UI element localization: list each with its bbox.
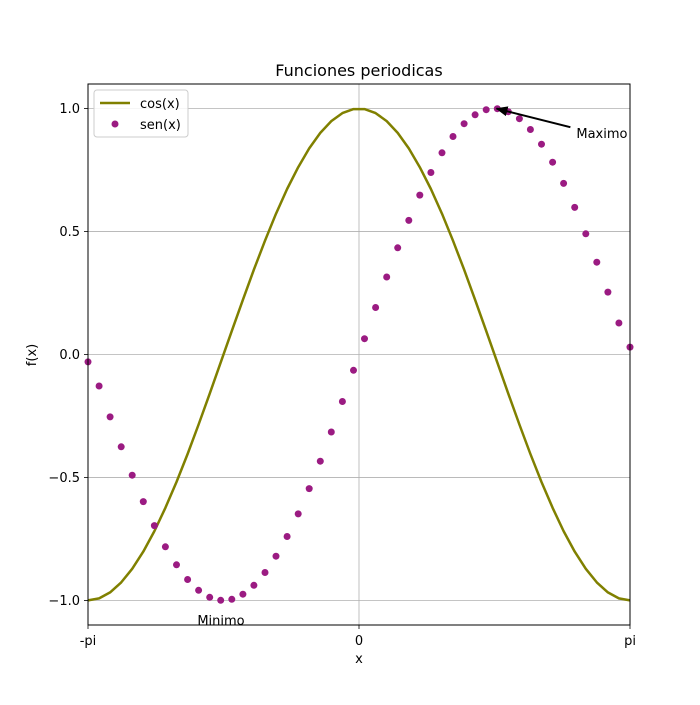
data-point — [604, 288, 612, 296]
legend-marker-swatch — [111, 120, 119, 128]
data-point — [294, 510, 302, 518]
data-point — [560, 179, 568, 187]
data-point — [195, 586, 203, 594]
data-point — [106, 413, 114, 421]
y-tick-label: −0.5 — [48, 471, 80, 486]
annotations: Maximo Minimo — [197, 106, 628, 629]
data-point — [350, 366, 357, 374]
data-point — [239, 590, 247, 598]
y-tick-label: 0.5 — [59, 225, 80, 240]
series-layer — [84, 105, 634, 604]
data-point — [372, 304, 380, 311]
y-axis-label: f(x) — [25, 344, 40, 366]
data-point — [184, 576, 192, 583]
data-point — [438, 149, 446, 157]
data-point — [427, 169, 435, 176]
data-point — [361, 335, 368, 343]
data-point — [471, 111, 479, 119]
x-tick-label: -pi — [80, 634, 97, 649]
data-point — [139, 498, 147, 506]
data-point — [416, 191, 424, 199]
data-point — [549, 158, 557, 166]
x-axis-label: x — [355, 652, 363, 667]
data-point — [383, 273, 391, 281]
data-point — [161, 543, 169, 551]
data-point — [571, 203, 579, 211]
data-point — [482, 106, 490, 114]
legend-label-sen: sen(x) — [140, 118, 181, 133]
data-point — [217, 596, 225, 604]
data-point — [272, 552, 280, 560]
x-tick-label: 0 — [355, 634, 363, 649]
data-point — [593, 258, 601, 266]
data-point — [117, 443, 125, 451]
annotation-label: Minimo — [197, 614, 244, 629]
annotation-label: Maximo — [576, 127, 627, 142]
data-point — [316, 457, 324, 465]
y-tick-label: 1.0 — [59, 102, 80, 117]
legend: cos(x) sen(x) — [93, 89, 189, 138]
y-axis-ticks: −1.0 −0.5 0.0 0.5 1.0 — [48, 102, 88, 609]
series-line-0 — [87, 107, 631, 602]
data-point — [338, 398, 346, 405]
data-point — [206, 593, 214, 601]
chart-title: Funciones periodicas — [275, 61, 442, 80]
data-point — [283, 533, 291, 540]
data-point — [305, 485, 313, 493]
data-point — [128, 471, 136, 479]
data-point — [261, 569, 269, 576]
data-point — [538, 140, 545, 148]
data-point — [449, 133, 457, 140]
data-point — [582, 230, 590, 238]
y-tick-label: 0.0 — [59, 348, 80, 363]
data-point — [173, 561, 180, 569]
data-point — [615, 319, 623, 327]
data-point — [327, 428, 335, 436]
data-point — [250, 581, 258, 589]
annotation-arrow — [495, 106, 571, 129]
data-point — [228, 595, 236, 603]
x-axis-ticks: -pi 0 pi — [80, 625, 636, 649]
data-point — [394, 244, 402, 252]
legend-label-cos: cos(x) — [140, 97, 180, 112]
data-point — [405, 216, 413, 224]
data-point — [95, 382, 103, 390]
x-tick-label: pi — [624, 634, 636, 649]
data-point — [515, 115, 523, 123]
data-point — [150, 522, 158, 530]
y-tick-label: −1.0 — [48, 594, 80, 609]
data-point — [460, 120, 468, 128]
data-point — [526, 126, 534, 133]
